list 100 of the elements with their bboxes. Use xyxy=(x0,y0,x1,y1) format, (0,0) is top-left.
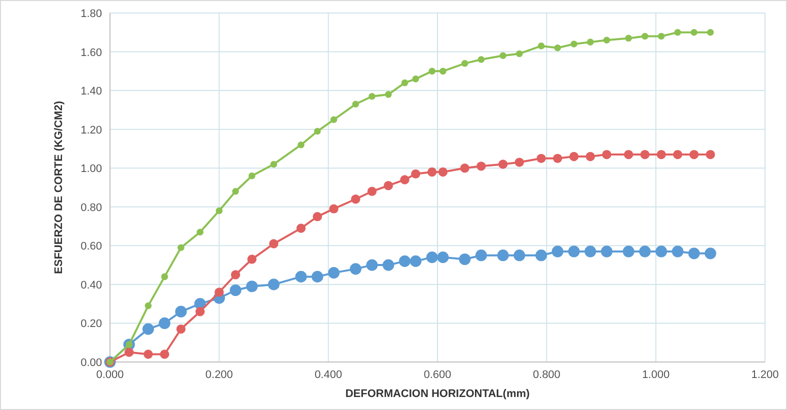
point xyxy=(411,169,420,179)
point xyxy=(603,36,610,44)
x-axis-title: DEFORMACION HORIZONTAL(mm) xyxy=(345,388,530,400)
point xyxy=(328,267,340,279)
point xyxy=(351,194,360,204)
point xyxy=(624,150,634,160)
point xyxy=(535,250,548,262)
point xyxy=(552,154,562,164)
point xyxy=(175,306,187,318)
point xyxy=(246,280,258,292)
y-tick-label: 0.80 xyxy=(80,202,102,214)
y-tick-label: 0.00 xyxy=(80,357,102,369)
point xyxy=(514,250,526,262)
point xyxy=(230,284,242,296)
point xyxy=(475,250,487,262)
point xyxy=(600,246,613,258)
point xyxy=(144,302,152,310)
point xyxy=(655,246,668,258)
point xyxy=(476,162,486,171)
point xyxy=(298,141,304,148)
point xyxy=(704,248,716,260)
point xyxy=(707,28,714,36)
point xyxy=(216,207,223,214)
point xyxy=(195,306,205,316)
point xyxy=(158,317,170,330)
point xyxy=(160,350,170,359)
point xyxy=(384,91,392,98)
point xyxy=(312,270,324,282)
point xyxy=(536,154,546,164)
point xyxy=(538,42,545,50)
point xyxy=(569,152,579,162)
point xyxy=(658,32,665,40)
point xyxy=(178,244,184,252)
y-tick-label: 0.60 xyxy=(80,240,102,253)
y-axis-title: ESFUERZO DE CORTE (KG/CM2) xyxy=(53,100,65,274)
point xyxy=(398,255,411,267)
x-tick-label: 0.600 xyxy=(424,369,452,381)
point xyxy=(367,186,377,196)
point xyxy=(514,158,524,167)
point xyxy=(500,52,506,60)
x-tick-label: 0.400 xyxy=(314,369,342,381)
point xyxy=(674,28,682,36)
point xyxy=(232,188,239,195)
point xyxy=(410,255,422,267)
point xyxy=(268,278,280,290)
point xyxy=(412,76,420,82)
point xyxy=(384,180,393,190)
point xyxy=(602,150,612,160)
y-tick-label: 1.40 xyxy=(80,86,102,98)
point xyxy=(625,34,632,42)
y-tick-label: 0.40 xyxy=(80,279,102,292)
point xyxy=(458,253,471,266)
point xyxy=(460,164,470,173)
y-tick-label: 1.00 xyxy=(80,163,102,176)
point xyxy=(673,150,682,160)
point xyxy=(142,323,154,335)
x-tick-label: 0.800 xyxy=(532,369,560,381)
point xyxy=(366,259,378,271)
point xyxy=(672,246,684,258)
point xyxy=(497,250,509,262)
point xyxy=(368,92,376,100)
point xyxy=(176,324,186,334)
point xyxy=(689,150,699,160)
point xyxy=(639,246,651,258)
point xyxy=(554,44,561,52)
x-tick-label: 0.200 xyxy=(205,369,233,381)
point xyxy=(498,160,508,169)
x-tick-label: 1.200 xyxy=(751,369,779,381)
point xyxy=(330,116,338,124)
point xyxy=(400,175,410,184)
point xyxy=(478,56,485,63)
point xyxy=(426,252,438,264)
point xyxy=(440,68,446,75)
point xyxy=(350,263,362,275)
point xyxy=(586,152,595,162)
point xyxy=(622,246,634,258)
point xyxy=(296,224,306,233)
point xyxy=(706,150,716,160)
point xyxy=(516,50,523,58)
point xyxy=(552,246,564,258)
point xyxy=(584,246,596,258)
point xyxy=(438,167,448,177)
point xyxy=(196,228,204,236)
point xyxy=(230,270,240,280)
x-tick-label: 0.000 xyxy=(96,369,124,381)
point xyxy=(688,248,700,260)
point xyxy=(437,252,449,264)
point xyxy=(329,204,338,214)
point xyxy=(270,160,278,168)
y-tick-label: 1.20 xyxy=(80,124,102,136)
point xyxy=(214,288,224,297)
point xyxy=(312,212,322,222)
point xyxy=(314,128,321,135)
point xyxy=(640,150,650,160)
point xyxy=(586,38,594,46)
point xyxy=(269,239,278,248)
point xyxy=(352,100,360,108)
point xyxy=(382,259,394,271)
point xyxy=(568,246,580,258)
point xyxy=(124,348,134,357)
